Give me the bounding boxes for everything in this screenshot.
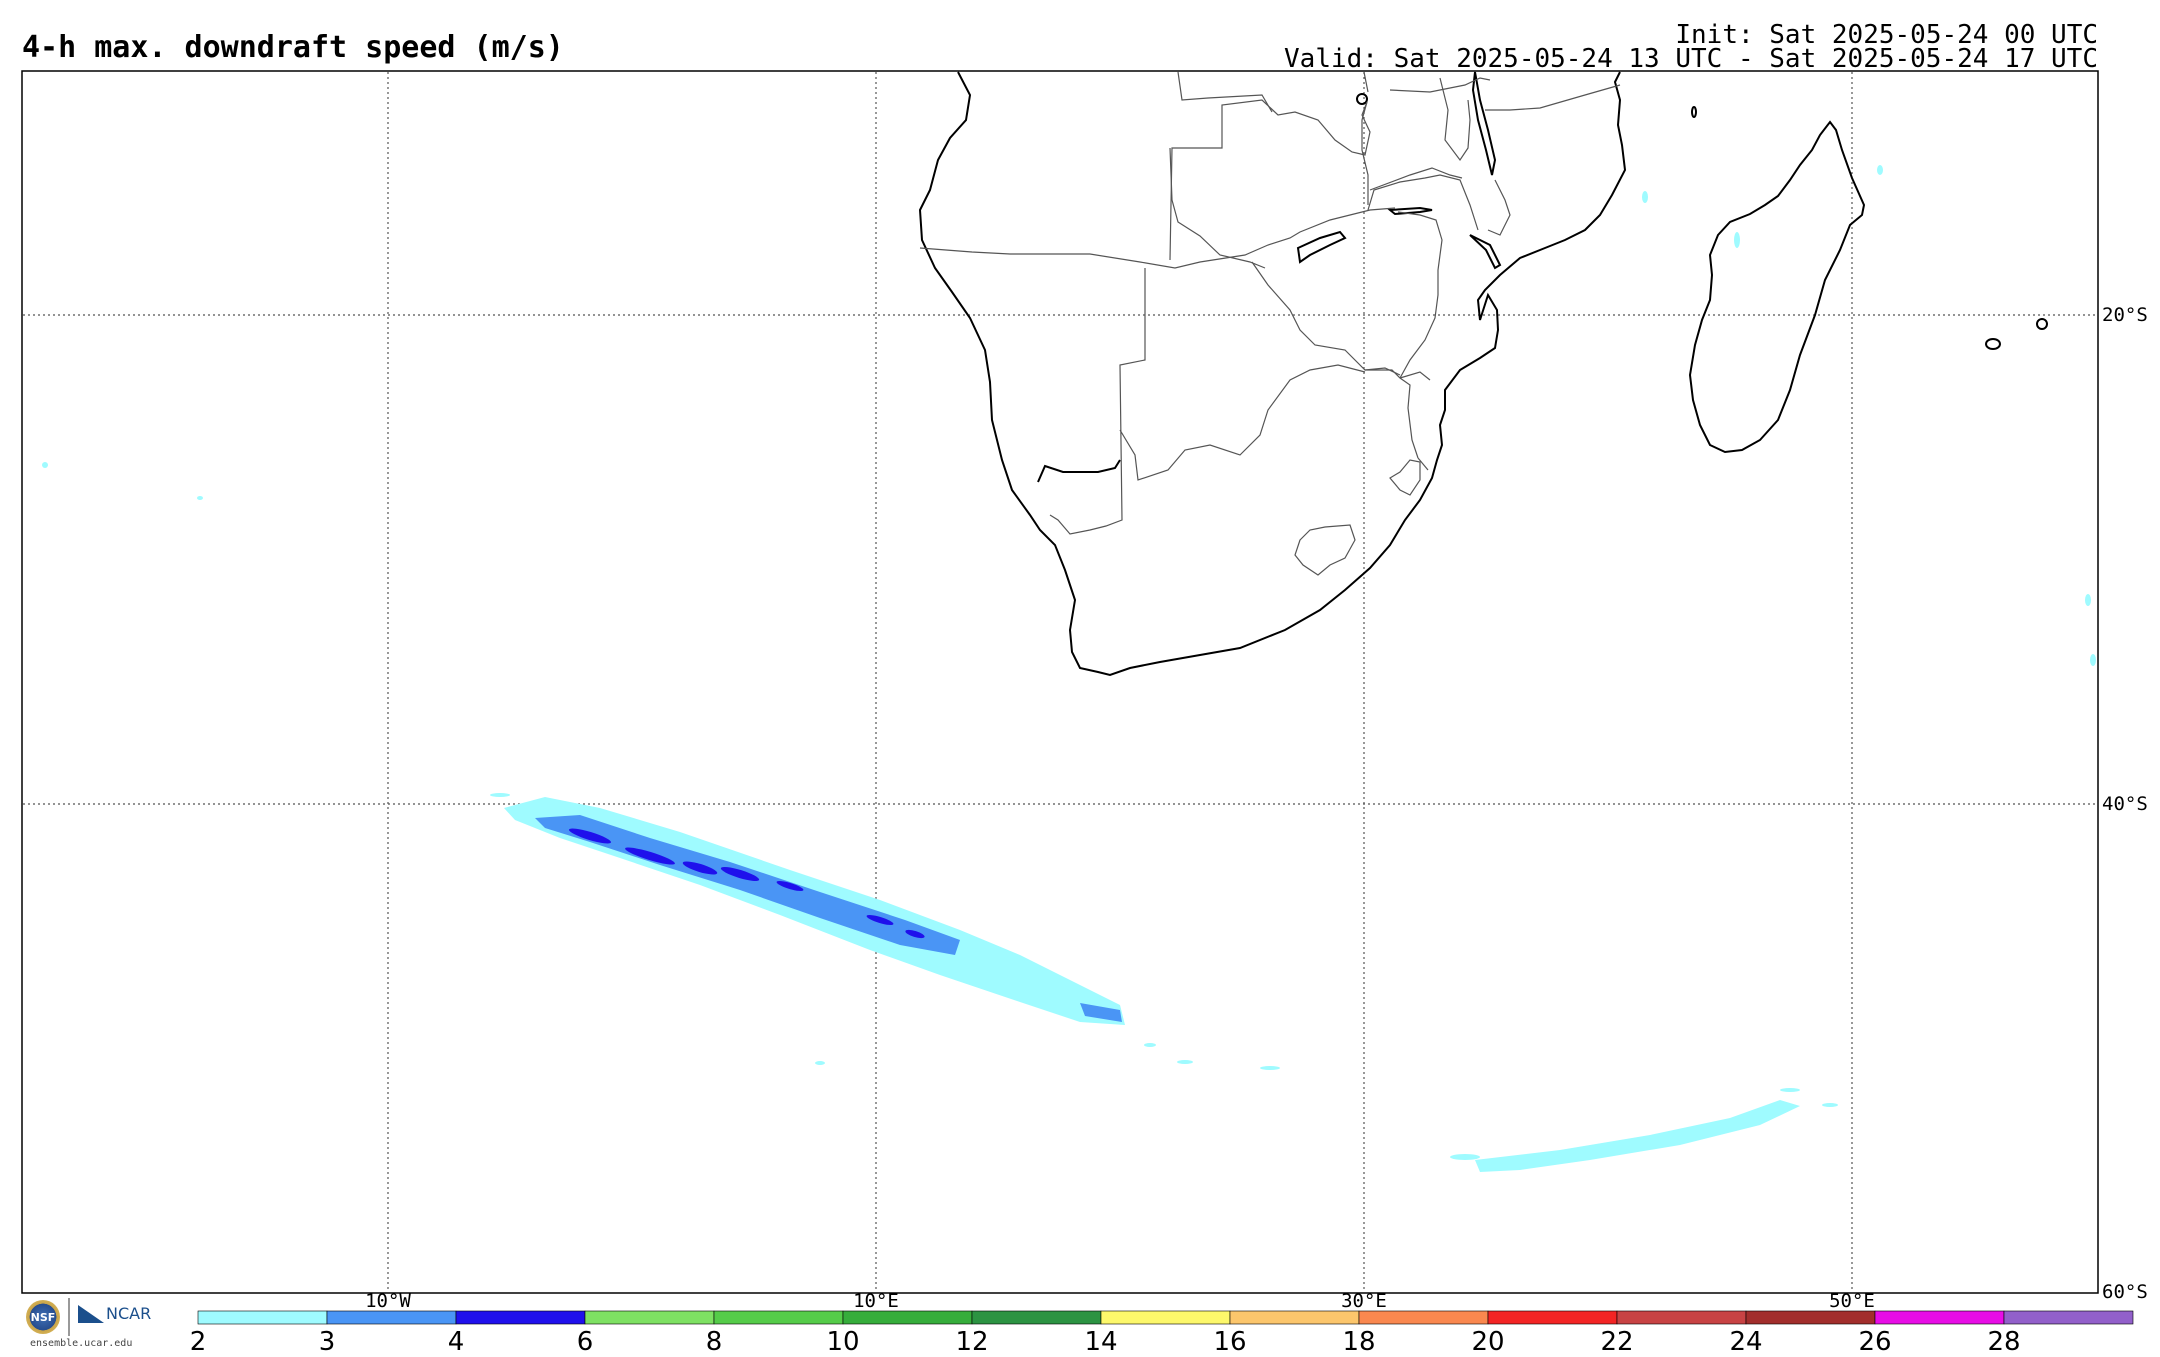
country-borders — [919, 71, 1621, 576]
colorbar-swatch — [455, 1310, 586, 1325]
colorbar-tick-label: 12 — [955, 1327, 989, 1357]
lon-label-50e: 50°E — [1829, 1290, 1875, 1312]
colorbar-swatch — [2003, 1310, 2134, 1325]
downdraft-band-southeast — [1450, 1088, 1838, 1172]
init-time: Init: Sat 2025-05-24 00 UTC — [1675, 20, 2098, 50]
map-title: 4-h max. downdraft speed (m/s) — [22, 30, 564, 65]
lat-label-60s: 60°S — [2102, 1281, 2148, 1303]
coastline-madagascar — [1688, 120, 1866, 454]
colorbar-tick-label: 4 — [447, 1327, 465, 1357]
islands — [1356, 93, 2048, 350]
colorbar-swatch — [1874, 1310, 2005, 1325]
downdraft-band-main — [490, 793, 1280, 1070]
colorbar-swatch — [842, 1310, 973, 1325]
colorbar-tick-label: 26 — [1858, 1327, 1892, 1357]
colorbar-tick-label: 10 — [826, 1327, 860, 1357]
logo-divider — [68, 1298, 70, 1336]
colorbar — [197, 1310, 2134, 1325]
lat-label-20s: 20°S — [2102, 304, 2148, 326]
lon-label-30e: 30°E — [1341, 1290, 1387, 1312]
colorbar-tick-label: 28 — [1987, 1327, 2021, 1357]
ncar-logo: NCAR — [78, 1304, 151, 1323]
lakes — [1296, 71, 1502, 270]
ncar-logo-text: NCAR — [106, 1304, 152, 1323]
nsf-logo: NSF — [26, 1300, 60, 1334]
colorbar-swatch — [197, 1310, 328, 1325]
colorbar-swatch — [1616, 1310, 1747, 1325]
colorbar-tick-label: 24 — [1729, 1327, 1763, 1357]
colorbar-tick-label: 20 — [1471, 1327, 1505, 1357]
downdraft-scattered — [42, 165, 2096, 666]
colorbar-tick-label: 18 — [1342, 1327, 1376, 1357]
colorbar-swatch — [326, 1310, 457, 1325]
colorbar-swatch — [1229, 1310, 1360, 1325]
colorbar-swatch — [1745, 1310, 1876, 1325]
colorbar-swatch — [713, 1310, 844, 1325]
colorbar-swatch — [1487, 1310, 1618, 1325]
colorbar-tick-label: 3 — [318, 1327, 336, 1357]
colorbar-tick-label: 8 — [705, 1327, 723, 1357]
colorbar-tick-label: 22 — [1600, 1327, 1634, 1357]
gridlines — [23, 72, 2097, 1292]
logo-url: ensemble.ucar.edu — [30, 1338, 133, 1349]
ncar-mark-icon — [78, 1304, 104, 1323]
colorbar-tick-label: 2 — [189, 1327, 207, 1357]
coastline-africa — [918, 71, 1627, 677]
lon-label-10e: 10°E — [853, 1290, 899, 1312]
colorbar-swatch — [584, 1310, 715, 1325]
map-frame — [21, 70, 2099, 1294]
valid-time: Valid: Sat 2025-05-24 13 UTC - Sat 2025-… — [1284, 44, 2098, 74]
colorbar-swatch — [1100, 1310, 1231, 1325]
colorbar-tick-label: 16 — [1213, 1327, 1247, 1357]
colorbar-tick-label: 6 — [576, 1327, 594, 1357]
colorbar-tick-label: 14 — [1084, 1327, 1118, 1357]
lat-label-40s: 40°S — [2102, 793, 2148, 815]
colorbar-swatch — [971, 1310, 1102, 1325]
colorbar-swatch — [1358, 1310, 1489, 1325]
lon-label-10w: 10°W — [365, 1290, 411, 1312]
